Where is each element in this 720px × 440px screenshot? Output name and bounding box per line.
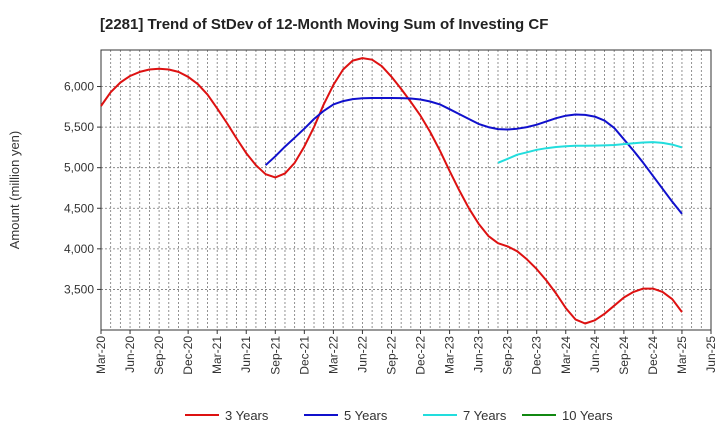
x-tick-label: Dec-21 [297, 336, 311, 375]
y-tick-label: 5,500 [64, 120, 94, 134]
y-axis-ticks: 3,500 4,000 4,500 5,000 5,500 6,000 [64, 80, 101, 296]
x-tick-label: Dec-20 [181, 336, 195, 375]
y-tick-label: 6,000 [64, 80, 94, 94]
x-tick-label: Jun-25 [704, 336, 718, 373]
y-tick-label: 4,000 [64, 242, 94, 256]
x-tick-label: Jun-21 [239, 336, 253, 373]
x-tick-label: Sep-24 [617, 336, 631, 375]
y-axis-label: Amount (million yen) [7, 131, 22, 250]
legend: 3 Years 5 Years 7 Years 10 Years [185, 408, 613, 423]
x-tick-label: Mar-25 [675, 336, 689, 374]
chart-title: [2281] Trend of StDev of 12-Month Moving… [100, 16, 548, 33]
series-line-1 [100, 57, 683, 325]
x-tick-label: Mar-21 [210, 336, 224, 374]
legend-label-1: 3 Years [225, 408, 269, 423]
x-axis-ticks: Mar-20 Jun-20 Sep-20 Dec-20 Mar-21 Jun-21 Sep-… [94, 330, 718, 375]
x-tick-label: Jun-22 [355, 336, 369, 373]
x-tick-label: Mar-23 [443, 336, 457, 374]
y-tick-label: 3,500 [64, 282, 94, 296]
x-tick-label: Mar-24 [559, 336, 573, 374]
series-layer [100, 57, 683, 325]
x-tick-label: Dec-24 [646, 336, 660, 375]
legend-label-2: 5 Years [344, 408, 388, 423]
x-tick-label: Jun-20 [123, 336, 137, 373]
x-tick-label: Sep-21 [268, 336, 282, 375]
series-line-2 [264, 97, 683, 215]
plot-frame [100, 49, 712, 331]
grid [101, 50, 711, 330]
legend-label-3: 7 Years [463, 408, 507, 423]
x-tick-label: Jun-23 [472, 336, 486, 373]
series-line-3 [497, 141, 683, 164]
x-tick-label: Jun-24 [588, 336, 602, 373]
x-tick-label: Dec-23 [530, 336, 544, 375]
y-tick-label: 5,000 [64, 161, 94, 175]
x-tick-label: Sep-23 [501, 336, 515, 375]
x-tick-label: Sep-22 [384, 336, 398, 375]
y-tick-label: 4,500 [64, 201, 94, 215]
x-tick-label: Mar-20 [94, 336, 108, 374]
legend-label-4: 10 Years [562, 408, 613, 423]
x-tick-label: Sep-20 [152, 336, 166, 375]
x-tick-label: Mar-22 [326, 336, 340, 374]
x-tick-label: Dec-22 [414, 336, 428, 375]
